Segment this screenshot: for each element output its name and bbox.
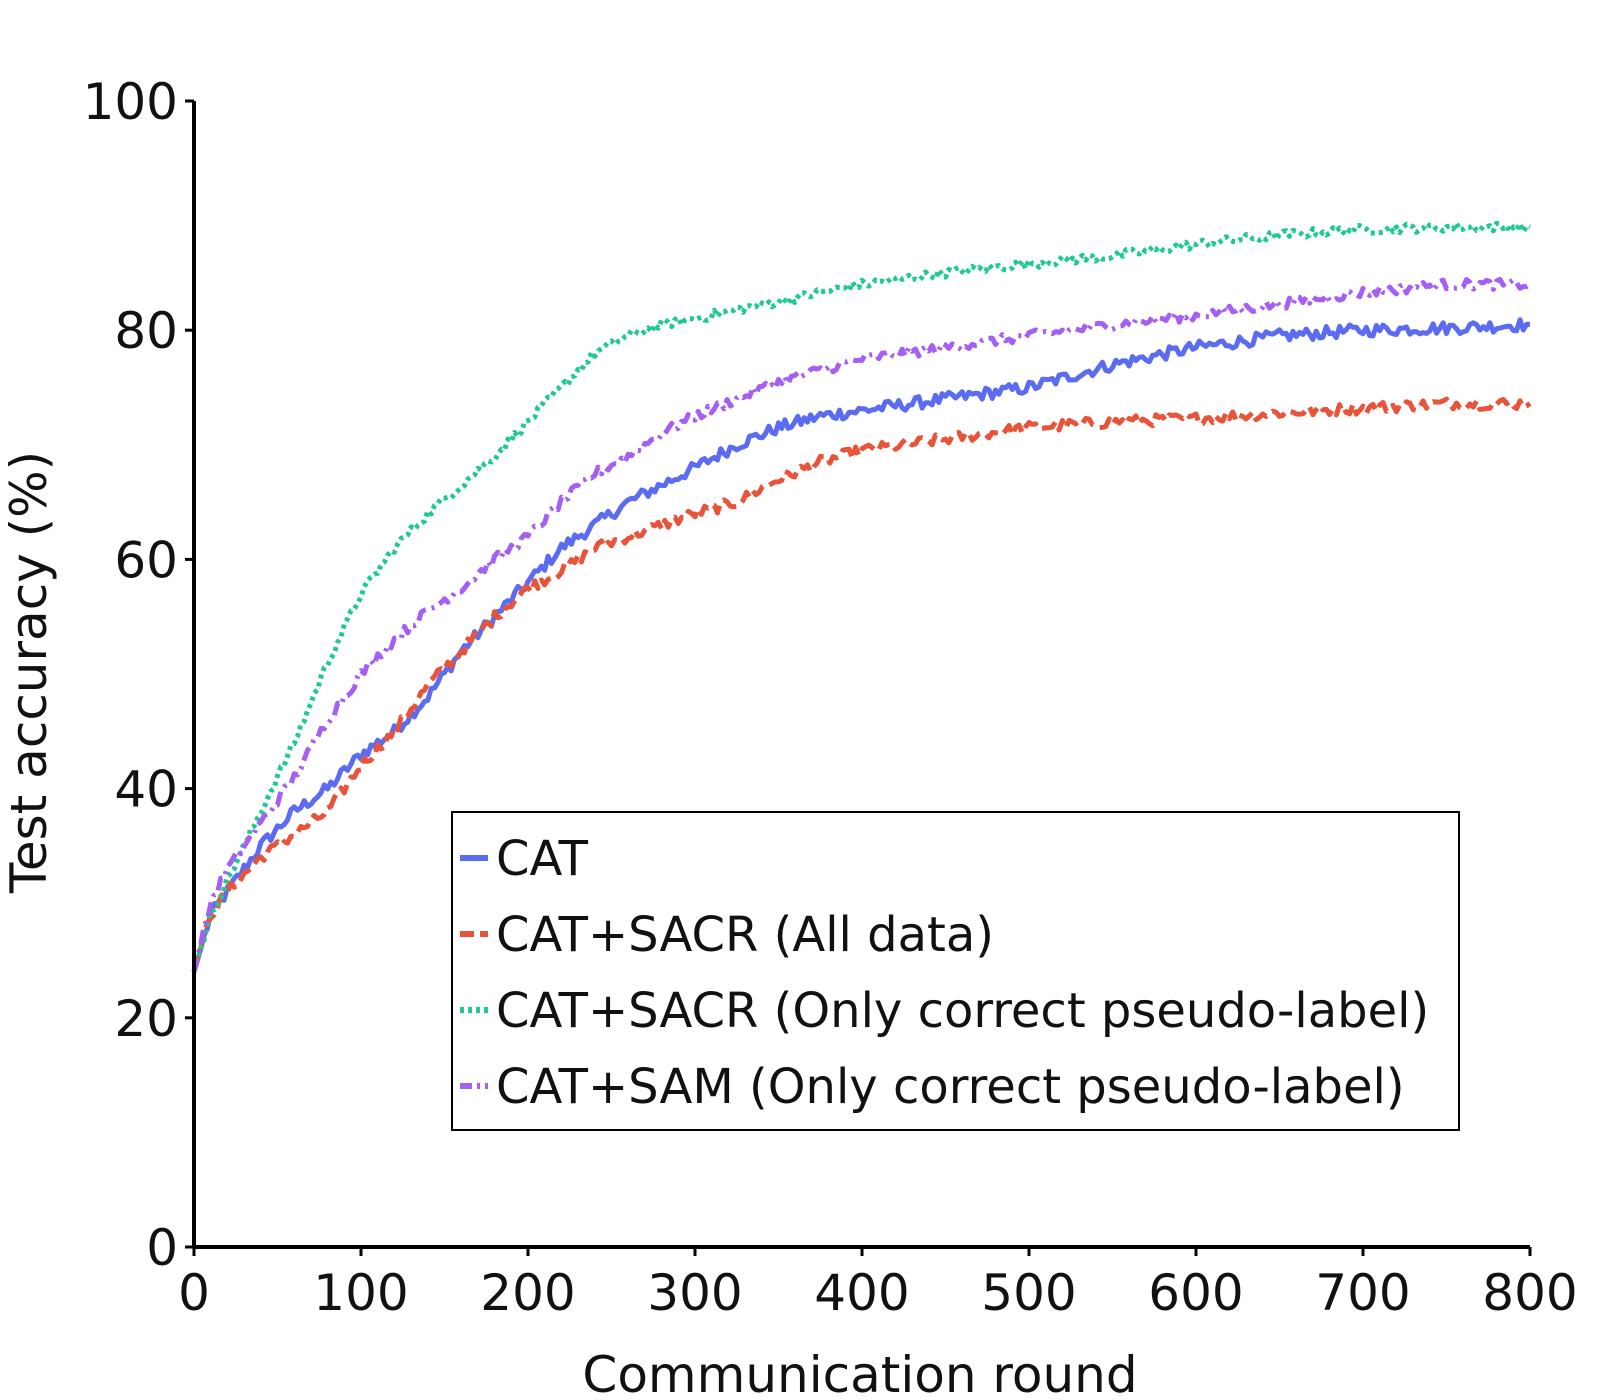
x-tick-label: 400 bbox=[814, 1264, 909, 1322]
legend-label-cat: CAT bbox=[496, 831, 589, 887]
legend: CAT CAT+SACR (All data) CAT+SACR (Only c… bbox=[451, 811, 1460, 1131]
y-tick-label: 80 bbox=[114, 302, 178, 360]
x-tick-label: 200 bbox=[480, 1264, 575, 1322]
series-line-cat-sam-only-correct-pseudo-label bbox=[191, 276, 1532, 973]
series-line-cat-sacr-only-correct-pseudo-label bbox=[191, 220, 1531, 973]
x-tick-label: 600 bbox=[1148, 1264, 1243, 1322]
x-tick-label: 500 bbox=[981, 1264, 1076, 1322]
y-tick-label: 20 bbox=[114, 990, 178, 1048]
legend-label-cat-sam-correct: CAT+SAM (Only correct pseudo-label) bbox=[496, 1059, 1405, 1115]
x-tick-label: 800 bbox=[1482, 1264, 1577, 1322]
legend-box bbox=[451, 811, 1460, 1131]
x-axis-title: Communication round bbox=[582, 1346, 1137, 1400]
plot-lines bbox=[191, 220, 1532, 973]
legend-label-cat-sacr-all: CAT+SACR (All data) bbox=[496, 907, 994, 963]
x-tick-label: 100 bbox=[313, 1264, 408, 1322]
y-tick-label: 0 bbox=[146, 1219, 178, 1277]
y-axis-title: Test accuracy (%) bbox=[0, 451, 58, 894]
ticks: 0 100 200 300 400 500 600 700 800 0 20 40 60 80 100 bbox=[83, 73, 1578, 1322]
y-tick-label: 60 bbox=[114, 531, 178, 589]
x-tick-label: 700 bbox=[1315, 1264, 1410, 1322]
x-tick-label: 300 bbox=[647, 1264, 742, 1322]
series-line-cat bbox=[191, 317, 1531, 973]
y-tick-label: 100 bbox=[83, 73, 178, 131]
x-tick-label: 0 bbox=[178, 1264, 210, 1322]
y-tick-label: 40 bbox=[114, 761, 178, 819]
legend-label-cat-sacr-correct: CAT+SACR (Only correct pseudo-label) bbox=[496, 983, 1429, 1039]
